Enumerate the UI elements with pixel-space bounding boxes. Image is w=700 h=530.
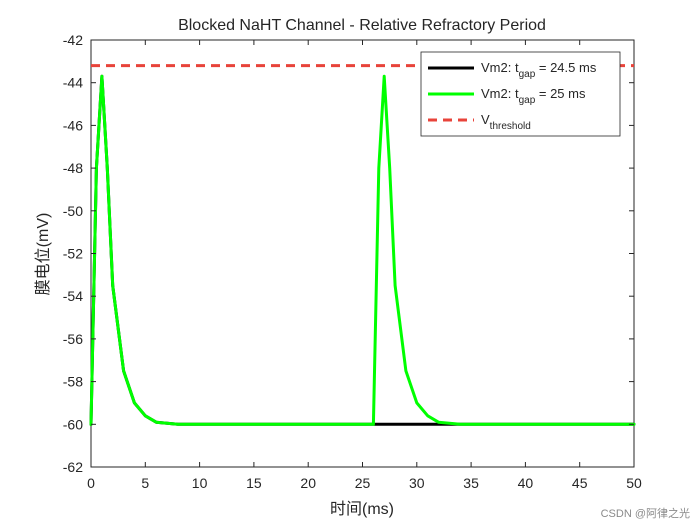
y-tick-label: -56	[63, 331, 83, 347]
legend-label-prefix: Vm2: t	[481, 60, 519, 75]
legend-label-subscript: gap	[519, 95, 536, 106]
y-tick-label: -48	[63, 160, 83, 176]
x-tick-label: 25	[355, 475, 371, 491]
legend-label-subscript: threshold	[490, 121, 531, 132]
y-tick-label: -52	[63, 246, 83, 262]
legend-label-2: Vm2: tgap = 25 ms	[481, 86, 586, 106]
series-line-2	[89, 74, 636, 426]
x-tick-label: 40	[518, 475, 534, 491]
y-tick-label: -54	[63, 288, 83, 304]
y-tick-label: -46	[63, 117, 83, 133]
legend-label-suffix: = 25 ms	[535, 86, 586, 101]
x-tick-label: 10	[192, 475, 208, 491]
y-tick-label: -50	[63, 203, 83, 219]
watermark: CSDN @阿律之光	[601, 506, 690, 520]
y-tick-label: -60	[63, 416, 83, 432]
legend-label-prefix: Vm2: t	[481, 86, 519, 101]
x-axis-label: 时间(ms)	[330, 500, 394, 518]
x-axis-ticks: 0 5 10 15 20 25 30 35 40 45 50	[87, 40, 642, 491]
series-group	[89, 74, 636, 426]
legend-label-subscript: gap	[519, 69, 536, 80]
legend-label-1: Vm2: tgap = 24.5 ms	[481, 60, 597, 80]
x-tick-label: 15	[246, 475, 262, 491]
x-tick-label: 50	[626, 475, 642, 491]
legend-label-suffix: = 24.5 ms	[535, 60, 597, 75]
y-axis-label: 膜电位(mV)	[34, 213, 52, 296]
y-tick-label: -42	[63, 32, 83, 48]
y-tick-label: -44	[63, 75, 83, 91]
x-tick-label: 35	[463, 475, 479, 491]
y-tick-label: -62	[63, 459, 83, 475]
x-tick-label: 30	[409, 475, 425, 491]
legend-label-prefix: V	[481, 112, 490, 127]
x-tick-label: 45	[572, 475, 588, 491]
chart-title: Blocked NaHT Channel - Relative Refracto…	[178, 17, 546, 34]
y-tick-label: -58	[63, 374, 83, 390]
x-tick-label: 20	[300, 475, 316, 491]
legend-label-3: Vthreshold	[481, 112, 531, 132]
x-tick-label: 5	[141, 475, 149, 491]
x-tick-label: 0	[87, 475, 95, 491]
y-axis-ticks: -62 -60 -58 -56 -54 -52 -50 -48 -46 -44 -42	[63, 32, 634, 475]
